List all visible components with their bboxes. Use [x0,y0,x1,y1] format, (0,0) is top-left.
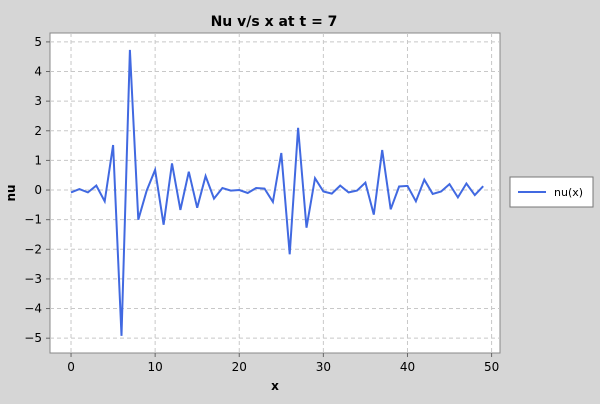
y-tick-label: −3 [24,272,42,286]
x-tick-label: 0 [67,360,75,374]
x-tick-label: 30 [316,360,331,374]
y-axis-ticks: −5 −4 −3 −2 −1 0 1 2 3 4 5 [24,35,50,345]
y-axis-label: nu [4,184,18,201]
x-tick-label: 50 [484,360,499,374]
x-axis-ticks: 0 10 20 30 40 50 [67,353,499,374]
y-tick-label: −1 [24,213,42,227]
y-tick-label: 4 [34,65,42,79]
y-tick-label: 0 [34,183,42,197]
x-tick-label: 20 [232,360,247,374]
x-tick-label: 10 [147,360,162,374]
legend-label-nu: nu(x) [554,186,583,199]
chart-title: Nu v/s x at t = 7 [211,14,338,30]
y-tick-label: 2 [34,124,42,138]
legend: nu(x) [510,177,593,207]
y-tick-label: 3 [34,94,42,108]
y-tick-label: 5 [34,35,42,49]
y-tick-label: −5 [24,331,42,345]
y-tick-label: −2 [24,242,42,256]
y-tick-label: −4 [24,302,42,316]
y-tick-label: 1 [34,153,42,167]
x-tick-label: 40 [400,360,415,374]
x-axis-label: x [271,379,279,393]
